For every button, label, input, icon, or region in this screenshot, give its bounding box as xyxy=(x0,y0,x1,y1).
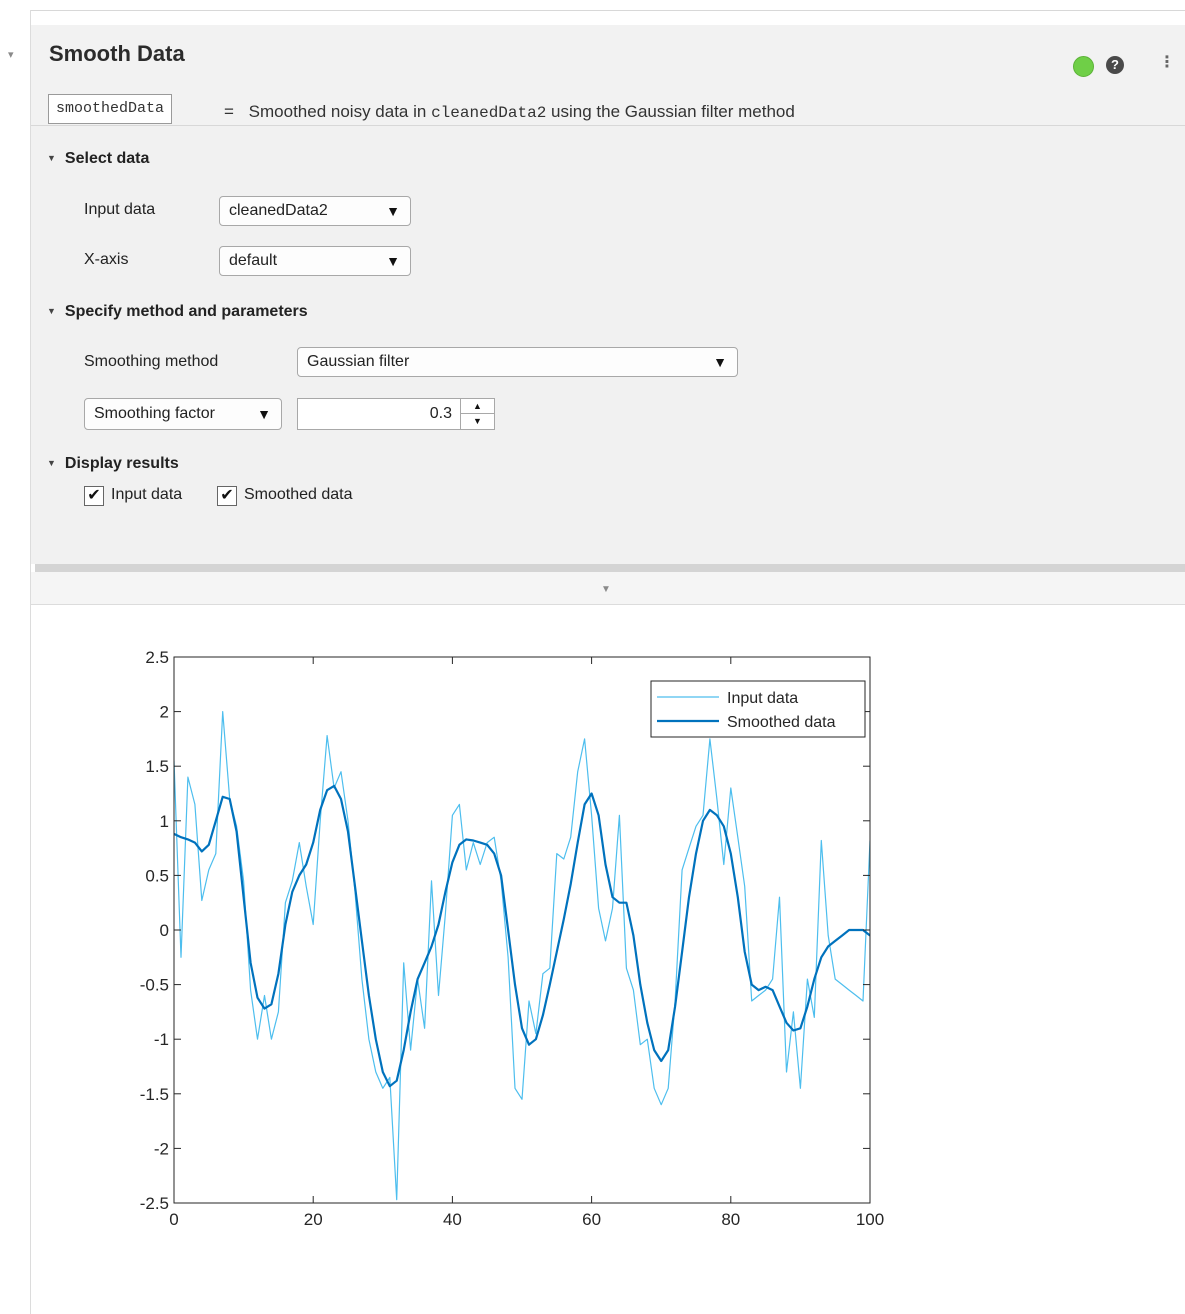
x-tick-label: 80 xyxy=(721,1210,740,1229)
input-data-checkbox[interactable]: ✔ xyxy=(84,486,104,506)
summary-equals: = xyxy=(224,102,234,121)
chevron-down-icon: ▼ xyxy=(713,354,727,370)
y-tick-label: -2.5 xyxy=(140,1194,169,1213)
axes-box xyxy=(173,656,871,1204)
live-task: Smooth Data ? ⋮ smoothedData = Smoothed … xyxy=(30,10,1185,1314)
y-tick-label: 0.5 xyxy=(145,866,169,885)
spinner-buttons: ▲ ▼ xyxy=(460,399,494,429)
increment-icon[interactable]: ▲ xyxy=(461,399,494,414)
summary-text-post: using the Gaussian filter method xyxy=(551,102,795,121)
legend-box xyxy=(650,680,866,738)
smoothed-data-checkbox-label[interactable]: Smoothed data xyxy=(244,486,353,503)
x-axis-dropdown[interactable]: default ▼ xyxy=(219,246,411,276)
y-tick-label: 1 xyxy=(160,812,169,831)
input-data-dropdown[interactable]: cleanedData2 ▼ xyxy=(219,196,411,226)
controls-divider[interactable] xyxy=(35,564,1185,572)
summary-variable: cleanedData2 xyxy=(431,104,547,122)
task-title: Smooth Data xyxy=(49,41,185,66)
task-controls: ▼ Select data Input data cleanedData2 ▼ X… xyxy=(31,126,1185,564)
input-data-label: Input data xyxy=(84,201,156,218)
smoothing-chart[interactable]: 0 20 40 60 80 100 2.5 2 1.5 1 0.5 0 -0.5 -1 -1.5 -2 -2.5… xyxy=(31,605,1185,1305)
y-tick-label: -1.5 xyxy=(140,1085,169,1104)
x-tick-label: 20 xyxy=(304,1210,323,1229)
section-select-data-label: Select data xyxy=(64,150,150,167)
series-line-1 xyxy=(174,784,870,1088)
chevron-down-icon: ▼ xyxy=(257,406,271,422)
section-method-label: Specify method and parameters xyxy=(64,303,308,320)
x-tick-label: 0 xyxy=(169,1210,178,1229)
output-toggle-area: ▼ xyxy=(31,572,1185,605)
input-data-checkbox-label[interactable]: Input data xyxy=(111,486,183,503)
decrement-icon[interactable]: ▼ xyxy=(473,416,482,426)
task-header: Smooth Data ? ⋮ smoothedData = Smoothed … xyxy=(31,25,1185,126)
section-display-label: Display results xyxy=(64,455,179,472)
task-summary: = Smoothed noisy data in cleanedData2 us… xyxy=(224,102,795,122)
help-icon[interactable]: ? xyxy=(1106,56,1124,74)
plot-area: 0 20 40 60 80 100 2.5 2 1.5 1 0.5 0 -0.5 -1 -1.5 -2 -2.5… xyxy=(31,605,1185,1305)
x-axis-value: default xyxy=(229,252,278,269)
legend-label-1: Smoothed data xyxy=(727,714,836,731)
section-method[interactable]: ▼ Specify method and parameters xyxy=(47,303,308,321)
y-tick-label: 2.5 xyxy=(145,648,169,667)
y-tick-label: -1 xyxy=(154,1030,169,1049)
status-indicator-icon xyxy=(1073,56,1094,77)
expand-output-icon[interactable]: ▼ xyxy=(601,584,611,595)
smoothing-method-label: Smoothing method xyxy=(84,353,219,370)
section-select-data[interactable]: ▼ Select data xyxy=(47,150,149,168)
smoothed-data-checkbox[interactable]: ✔ xyxy=(217,486,237,506)
chevron-down-icon: ▼ xyxy=(386,253,400,269)
x-axis-label: X-axis xyxy=(84,251,129,268)
smoothing-factor-value[interactable]: 0.3 xyxy=(429,405,452,422)
section-collapse-icon: ▼ xyxy=(47,153,56,163)
input-data-value: cleanedData2 xyxy=(229,202,328,219)
y-tick-label: -0.5 xyxy=(140,976,169,995)
chevron-down-icon: ▼ xyxy=(386,203,400,219)
parameter-type-dropdown[interactable]: Smoothing factor ▼ xyxy=(84,398,282,430)
task-top-border xyxy=(31,10,1185,25)
legend-label-0: Input data xyxy=(727,690,798,707)
collapse-task-icon[interactable]: ▾ xyxy=(8,49,14,61)
x-tick-label: 100 xyxy=(856,1210,884,1229)
smoothing-factor-spinner[interactable]: 0.3 ▲ ▼ xyxy=(297,398,495,430)
parameter-type-value: Smoothing factor xyxy=(94,405,215,422)
more-options-icon[interactable]: ⋮ xyxy=(1159,54,1175,71)
section-display[interactable]: ▼ Display results xyxy=(47,455,179,473)
x-tick-label: 60 xyxy=(582,1210,601,1229)
y-tick-label: 2 xyxy=(160,703,169,722)
series-line-0 xyxy=(174,710,870,1201)
y-tick-label: 1.5 xyxy=(145,757,169,776)
section-collapse-icon: ▼ xyxy=(47,306,56,316)
y-tick-label: 0 xyxy=(160,921,169,940)
smoothing-method-value: Gaussian filter xyxy=(307,353,410,370)
y-tick-label: -2 xyxy=(154,1139,169,1158)
summary-text-pre: Smoothed noisy data in xyxy=(248,102,427,121)
smoothing-method-dropdown[interactable]: Gaussian filter ▼ xyxy=(297,347,738,377)
section-collapse-icon: ▼ xyxy=(47,458,56,468)
output-variable-field[interactable]: smoothedData xyxy=(48,94,173,124)
x-tick-label: 40 xyxy=(443,1210,462,1229)
